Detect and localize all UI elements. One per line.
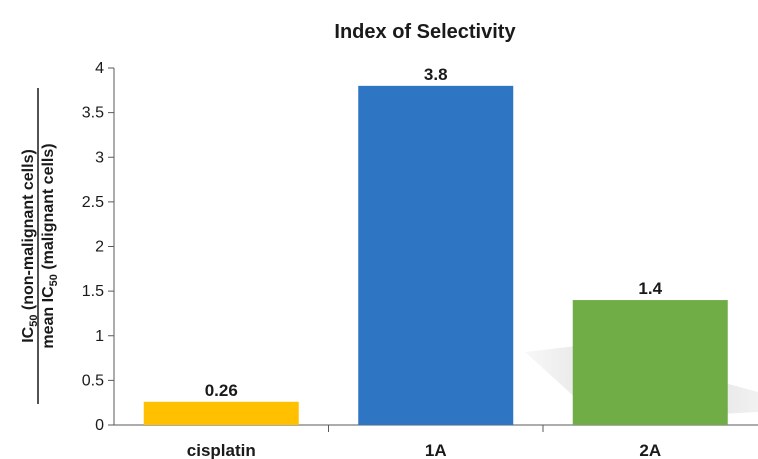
y-axis-label-numerator: IC50 (non-malignant cells) <box>20 149 40 343</box>
y-tick-label: 4 <box>95 60 104 77</box>
y-tick-label: 0 <box>95 417 104 434</box>
y-axis-ticks: 0 0.5 1 1.5 2 2.5 3 3.5 4 <box>82 60 114 434</box>
y-axis-label-denominator: mean IC50 (malignant cells) <box>40 143 60 348</box>
data-label: 1.4 <box>638 279 662 298</box>
y-tick-label: 2 <box>95 239 104 256</box>
y-tick-label: 3 <box>95 149 104 166</box>
y-tick-label: 0.5 <box>82 372 104 389</box>
y-axis-label: IC50 (non-malignant cells) mean IC50 (ma… <box>20 88 60 404</box>
y-tick-label: 1 <box>95 328 104 345</box>
category-label: 2A <box>639 441 661 459</box>
category-label: 1A <box>425 441 447 459</box>
bar-1a <box>358 85 514 425</box>
bar-cisplatin <box>143 401 299 425</box>
y-tick-label: 3.5 <box>82 105 104 122</box>
bars <box>143 85 728 425</box>
chart-title: Index of Selectivity <box>334 21 516 43</box>
category-label: cisplatin <box>187 441 256 459</box>
y-tick-label: 1.5 <box>82 283 104 300</box>
x-axis-ticks <box>328 425 544 432</box>
bar-2a <box>572 300 728 425</box>
category-labels: cisplatin 1A 2A <box>187 441 661 459</box>
data-label: 0.26 <box>205 381 238 400</box>
y-tick-label: 2.5 <box>82 194 104 211</box>
data-labels: 0.26 3.8 1.4 <box>205 65 663 400</box>
data-label: 3.8 <box>424 65 448 84</box>
